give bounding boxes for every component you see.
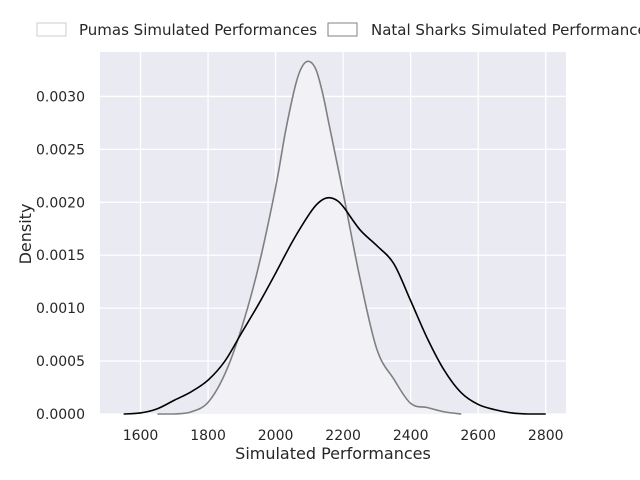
x-tick-label: 2400 [393,428,429,444]
legend-label-pumas: Pumas Simulated Performances [79,21,317,39]
y-tick-label: 0.0030 [36,89,85,105]
x-tick-label: 1600 [123,428,159,444]
x-axis-label: Simulated Performances [235,444,431,463]
y-axis-label: Density [16,204,35,265]
density-line-pumas [123,196,546,415]
y-tick-label: 0.0000 [36,407,85,423]
x-tick-label: 2600 [460,428,496,444]
x-tick-label: 2200 [325,428,361,444]
legend: Pumas Simulated Performances Natal Shark… [36,21,640,39]
y-tick-label: 0.0005 [36,354,85,370]
x-tick-labels: 1600 1800 2000 2200 2400 2600 2800 [123,428,564,444]
legend-label-natal-sharks: Natal Sharks Simulated Performances [371,21,640,39]
y-tick-label: 0.0010 [36,301,85,317]
density-line-natal-sharks [157,60,462,415]
x-tick-label: 1800 [190,428,226,444]
y-tick-labels: 0.0000 0.0005 0.0010 0.0015 0.0020 0.0025 0.00… [36,89,85,423]
y-tick-label: 0.0025 [36,142,85,158]
x-tick-label: 2800 [528,428,564,444]
x-tick-label: 2000 [258,428,294,444]
legend-swatch-pumas [36,22,67,37]
legend-swatch-natal-sharks [327,22,358,37]
y-tick-label: 0.0015 [36,248,85,264]
density-fill-natal-sharks [157,61,462,415]
y-tick-label: 0.0020 [36,195,85,211]
series-layer [123,60,546,415]
